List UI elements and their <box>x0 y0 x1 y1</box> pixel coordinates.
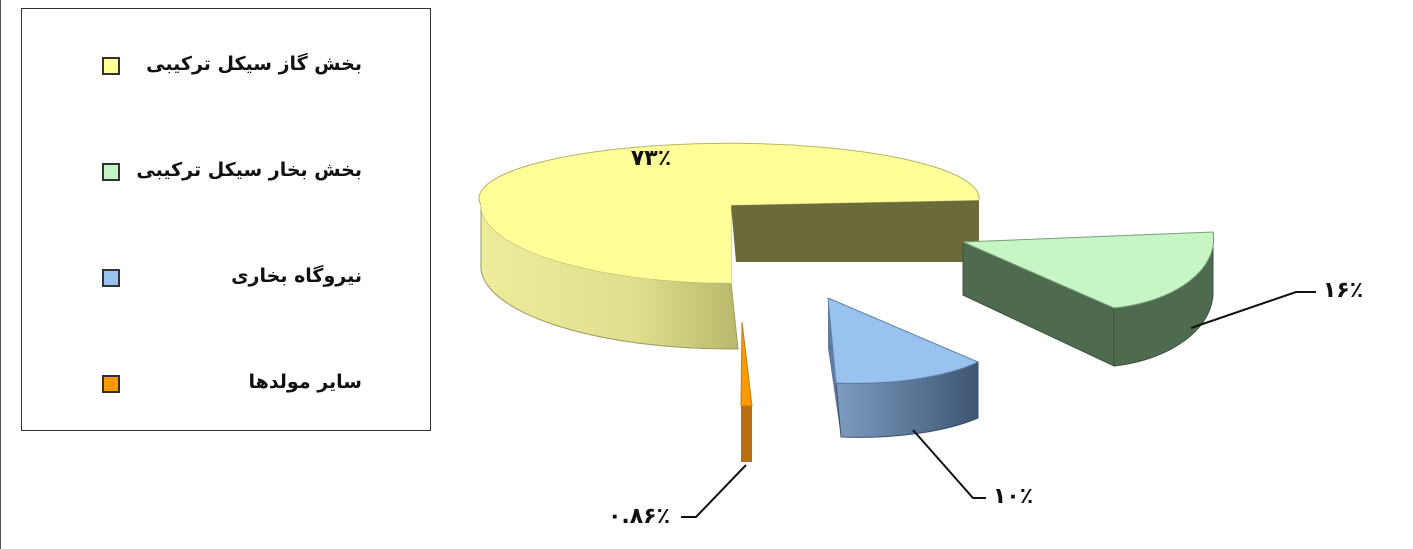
legend-label-steam-cc: بخش بخار سیکل ترکیبی <box>136 159 362 181</box>
slice-others-top <box>740 321 753 407</box>
legend-item-gas: بخش گاز سیکل ترکیبی <box>22 51 432 81</box>
legend-item-others: سایر مولدها <box>22 369 432 399</box>
legend-swatch-gas <box>102 57 120 75</box>
data-label-steam-cc: ۱۶٪ <box>1323 278 1363 303</box>
legend-item-steam-cc: بخش بخار سیکل ترکیبی <box>22 157 432 187</box>
slice-others-side <box>741 406 752 462</box>
slice-gas-inner-wall <box>731 200 979 262</box>
leader-steam-plant <box>912 429 986 499</box>
legend-swatch-steam-plant <box>102 269 120 287</box>
slice-steam-plant-top <box>827 297 980 384</box>
leader-others <box>681 464 747 518</box>
legend-label-gas: بخش گاز سیکل ترکیبی <box>146 53 362 75</box>
legend: بخش گاز سیکل ترکیبی بخش بخار سیکل ترکیبی… <box>21 8 431 431</box>
data-label-steam-plant: ۱۰٪ <box>993 484 1033 509</box>
data-label-gas: ۷۳٪ <box>631 146 671 171</box>
slice-gas-top-fill <box>481 147 979 283</box>
legend-label-others: سایر مولدها <box>248 371 362 393</box>
slice-steam-cc <box>962 231 1215 367</box>
data-label-others: ۰.۸۶٪ <box>608 504 670 529</box>
slice-steam-cc-top <box>962 231 1215 309</box>
leader-steam-cc <box>1190 291 1316 329</box>
legend-swatch-others <box>102 375 120 393</box>
legend-item-steam-plant: نیروگاه بخاری <box>22 263 432 293</box>
slice-gas <box>478 142 980 350</box>
legend-swatch-steam-cc <box>102 163 120 181</box>
legend-label-steam-plant: نیروگاه بخاری <box>231 265 362 287</box>
slice-steam-plant <box>827 297 980 438</box>
slice-others <box>740 321 753 462</box>
